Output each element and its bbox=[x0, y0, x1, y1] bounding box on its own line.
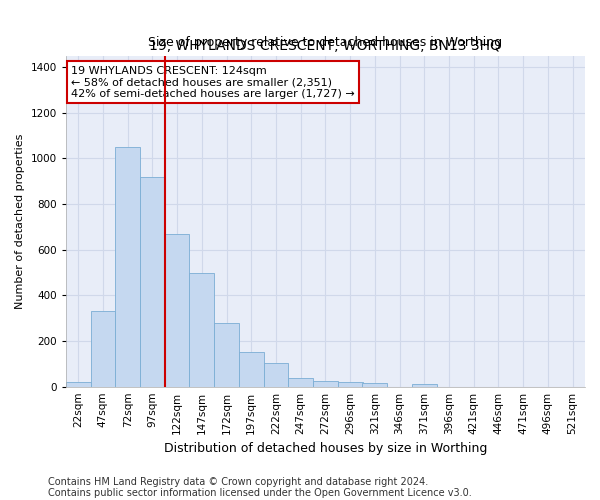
Bar bbox=[313, 381, 338, 386]
Title: 19, WHYLANDS CRESCENT, WORTHING, BN13 3HQ: 19, WHYLANDS CRESCENT, WORTHING, BN13 3H… bbox=[149, 39, 502, 53]
Bar bbox=[289, 378, 313, 386]
Bar bbox=[165, 234, 190, 386]
Bar bbox=[190, 272, 214, 386]
Bar bbox=[115, 147, 140, 386]
Bar bbox=[214, 323, 239, 386]
Text: 19 WHYLANDS CRESCENT: 124sqm
← 58% of detached houses are smaller (2,351)
42% of: 19 WHYLANDS CRESCENT: 124sqm ← 58% of de… bbox=[71, 66, 355, 99]
Bar bbox=[338, 382, 362, 386]
Bar bbox=[239, 352, 263, 386]
Text: Size of property relative to detached houses in Worthing: Size of property relative to detached ho… bbox=[148, 36, 502, 49]
Bar bbox=[66, 382, 91, 386]
Bar bbox=[263, 363, 289, 386]
Bar bbox=[91, 312, 115, 386]
X-axis label: Distribution of detached houses by size in Worthing: Distribution of detached houses by size … bbox=[164, 442, 487, 455]
Bar bbox=[362, 382, 387, 386]
Bar bbox=[140, 176, 165, 386]
Y-axis label: Number of detached properties: Number of detached properties bbox=[15, 134, 25, 309]
Text: Contains HM Land Registry data © Crown copyright and database right 2024.
Contai: Contains HM Land Registry data © Crown c… bbox=[48, 477, 472, 498]
Bar bbox=[412, 384, 437, 386]
